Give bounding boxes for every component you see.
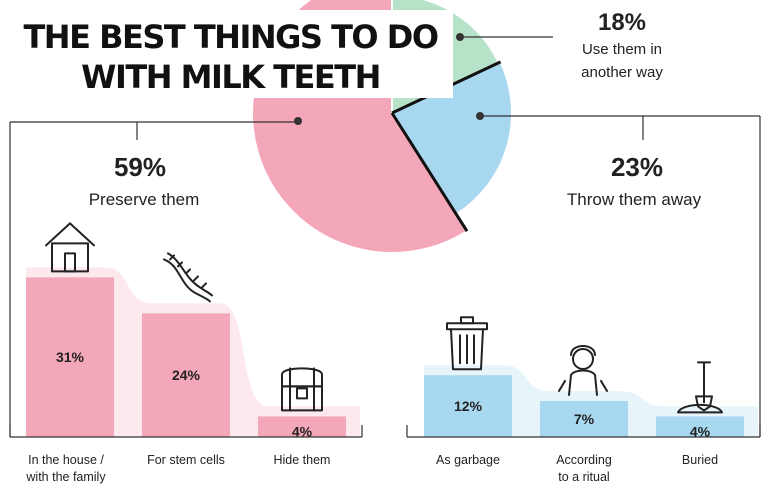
pie-divider-2 bbox=[390, 112, 469, 233]
throw-away-bar-2 bbox=[540, 400, 628, 437]
throw-away-bar-value-1: 12% bbox=[454, 398, 483, 414]
preserve-category-3-line-1: Hide them bbox=[274, 453, 331, 467]
throw-away-label: Throw them away bbox=[567, 190, 702, 209]
chest-body bbox=[281, 385, 323, 412]
throw-away-bar-value-2: 7% bbox=[574, 411, 595, 427]
house-door bbox=[64, 252, 76, 273]
other-use-label-line-2: another way bbox=[581, 64, 663, 81]
throw-away-leader-dot bbox=[476, 112, 484, 120]
trash-body bbox=[450, 328, 484, 371]
preserve-bar-3 bbox=[258, 416, 346, 437]
house-icon bbox=[45, 222, 95, 273]
chest-lid bbox=[281, 367, 323, 388]
throw-away-bar-1 bbox=[424, 375, 512, 437]
house-roof bbox=[45, 222, 95, 247]
dna-rung-3 bbox=[185, 268, 191, 275]
throw-away-category-3-line-1: Buried bbox=[682, 453, 718, 467]
preserve-bar-2 bbox=[142, 313, 230, 437]
shovel-icon bbox=[677, 361, 723, 414]
preserve-category-1-line-1: In the house / bbox=[28, 453, 104, 467]
throw-away-category-1-line-1: As garbage bbox=[436, 453, 500, 467]
other-use-leader-dot bbox=[456, 33, 464, 41]
preserve-bar-1 bbox=[26, 277, 114, 437]
group-frames bbox=[9, 33, 761, 437]
preserve-bar-value-1: 31% bbox=[56, 349, 85, 365]
treasure-chest-icon bbox=[281, 367, 323, 412]
preserve-category-2-line-1: For stem cells bbox=[147, 453, 225, 467]
throw-away-bar-3 bbox=[656, 416, 744, 437]
child-icon bbox=[558, 344, 608, 396]
throw-away-category-2-line-1: According bbox=[556, 453, 612, 467]
chart-labels: 59% Preserve them 23% Throw them away 18% Use… bbox=[45, 9, 723, 414]
throw-away-bar-group: 12% As garbage 7% According to a ritual 4% Bur… bbox=[406, 365, 761, 484]
dna-strand-2 bbox=[167, 252, 213, 297]
dna-rung-5 bbox=[201, 282, 207, 289]
chart-title-line-2: WITH MILK TEETH bbox=[81, 58, 381, 96]
child-candles bbox=[558, 379, 608, 392]
child-hair bbox=[570, 344, 596, 356]
throw-away-category-2-line-2: to a ritual bbox=[558, 470, 609, 484]
trash-can-icon bbox=[446, 316, 488, 371]
preserve-leader-dot bbox=[294, 117, 302, 125]
preserve-bar-value-2: 24% bbox=[172, 367, 201, 383]
preserve-category-1-line-2: with the family bbox=[25, 470, 106, 484]
dna-rung-2 bbox=[177, 261, 183, 268]
throw-away-bar-value-3: 4% bbox=[690, 423, 711, 439]
dna-strand-1 bbox=[163, 258, 211, 303]
dna-rung-1 bbox=[169, 254, 175, 261]
preserve-bar-value-3: 4% bbox=[292, 423, 313, 439]
title-box: THE BEST THINGS TO DO WITH MILK TEETH bbox=[8, 10, 453, 98]
other-use-percent: 18% bbox=[598, 9, 646, 36]
trash-handle bbox=[460, 316, 474, 325]
house-body bbox=[51, 242, 89, 273]
chest-lock bbox=[296, 387, 308, 400]
throw-away-percent: 23% bbox=[611, 152, 663, 182]
other-use-label-line-1: Use them in bbox=[582, 41, 662, 58]
child-head bbox=[572, 347, 594, 370]
child-body bbox=[568, 369, 598, 396]
dna-rung-4 bbox=[193, 275, 199, 282]
chart-title-line-1: THE BEST THINGS TO DO bbox=[23, 18, 439, 56]
preserve-percent: 59% bbox=[114, 152, 166, 182]
preserve-label: Preserve them bbox=[89, 190, 200, 209]
preserve-bar-group: 31% In the house / with the family 24% For s… bbox=[9, 267, 363, 484]
dirt-mound bbox=[677, 403, 723, 414]
shovel-blade bbox=[695, 395, 713, 412]
dna-icon bbox=[163, 252, 213, 303]
